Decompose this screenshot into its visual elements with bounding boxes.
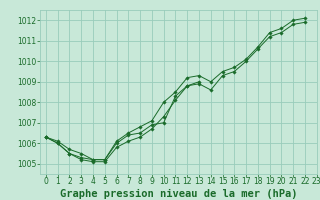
X-axis label: Graphe pression niveau de la mer (hPa): Graphe pression niveau de la mer (hPa) [60,189,297,199]
